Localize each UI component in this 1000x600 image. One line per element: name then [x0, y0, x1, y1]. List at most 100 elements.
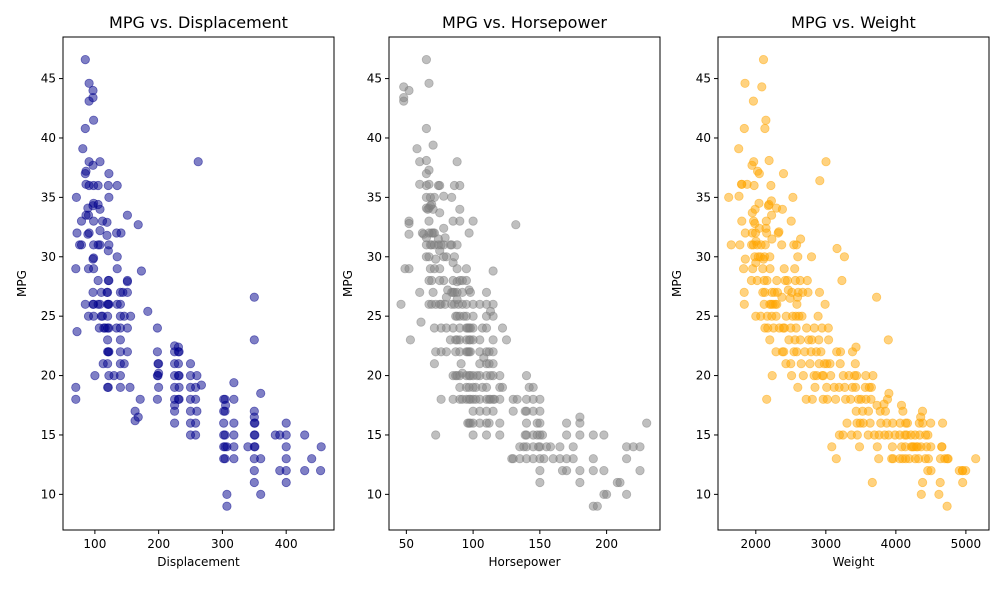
data-point [72, 228, 82, 238]
data-point [497, 382, 508, 392]
data-point [512, 394, 522, 404]
data-point [767, 234, 777, 244]
data-point [837, 275, 847, 286]
data-point [126, 311, 136, 321]
data-point [774, 227, 784, 237]
data-point [923, 454, 934, 464]
data-point [119, 359, 129, 369]
data-point [404, 216, 414, 226]
data-point [871, 292, 882, 302]
data-point [521, 370, 532, 381]
x-tick-label: 2000 [741, 537, 772, 551]
data-point [81, 166, 91, 176]
y-tick-label: 15 [41, 428, 56, 442]
data-point [133, 412, 143, 422]
data-point [72, 326, 82, 337]
panel-1: 100 200 300 400 10 15 20 25 30 35 40 45 MPG vs. Disp… [15, 13, 335, 569]
x-tick-label: 400 [275, 537, 298, 551]
x-tick-label: 100 [83, 537, 106, 551]
data-point [795, 335, 805, 345]
data-point [488, 311, 498, 321]
y-tick-label: 35 [367, 190, 382, 204]
data-point [917, 406, 928, 416]
data-point [739, 287, 749, 297]
data-point [315, 465, 326, 476]
data-point [220, 454, 230, 464]
data-point [823, 323, 833, 333]
data-point [439, 223, 449, 233]
data-point [249, 477, 259, 488]
data-point [916, 489, 926, 499]
y-tick-label: 40 [367, 131, 382, 145]
data-point [926, 465, 936, 476]
data-point [90, 370, 100, 381]
data-point [791, 323, 801, 333]
data-point [942, 501, 952, 511]
data-point [222, 501, 232, 511]
data-point [256, 489, 266, 499]
data-point [588, 465, 598, 476]
data-point [777, 204, 788, 214]
data-point [104, 323, 114, 333]
data-point [762, 275, 772, 286]
data-point [170, 418, 180, 428]
data-point [917, 477, 928, 488]
data-point [793, 252, 803, 262]
data-point [88, 287, 98, 297]
data-point [115, 335, 126, 345]
data-point [95, 299, 105, 309]
data-point [191, 430, 201, 440]
data-point [80, 299, 90, 309]
data-point [229, 454, 239, 464]
data-point [281, 442, 291, 452]
data-point [174, 394, 184, 404]
data-point [851, 370, 862, 381]
data-point [104, 299, 114, 309]
data-point [810, 382, 820, 392]
data-point [439, 191, 449, 201]
data-point [95, 240, 105, 250]
data-point [926, 418, 936, 428]
data-point [825, 359, 835, 369]
y-tick-label: 30 [696, 250, 711, 264]
data-point [754, 169, 764, 179]
data-point [281, 430, 291, 440]
data-point [761, 216, 771, 226]
data-point [934, 489, 944, 499]
data-point [831, 454, 841, 464]
data-point [468, 311, 478, 321]
x-tick-label: 150 [528, 537, 551, 551]
data-point [575, 477, 585, 488]
data-point [764, 155, 774, 166]
scatter-points [396, 54, 652, 511]
data-point [777, 240, 787, 250]
data-point [468, 430, 478, 440]
data-point [488, 359, 498, 369]
data-point [191, 418, 201, 428]
data-point [122, 347, 133, 357]
data-point [495, 418, 505, 428]
data-point [795, 234, 806, 244]
data-point [152, 323, 162, 333]
data-point [823, 335, 834, 345]
data-point [575, 465, 585, 476]
y-tick-label: 45 [696, 72, 711, 86]
data-point [122, 287, 133, 297]
data-point [754, 198, 764, 208]
data-point [102, 217, 112, 227]
data-point [765, 252, 775, 262]
panel-2: 50 100 150 200 10 15 20 25 30 35 40 45 MPG vs. Horse… [341, 13, 661, 569]
data-point [760, 123, 770, 134]
x-tick-label: 200 [595, 537, 618, 551]
data-point [191, 394, 201, 404]
data-point [71, 382, 81, 392]
data-point [89, 216, 99, 226]
y-tick-label: 20 [367, 369, 382, 383]
data-point [455, 180, 465, 191]
data-point [115, 299, 126, 309]
data-point [488, 299, 498, 309]
data-point [250, 430, 260, 440]
data-point [786, 359, 796, 369]
data-point [766, 210, 777, 220]
